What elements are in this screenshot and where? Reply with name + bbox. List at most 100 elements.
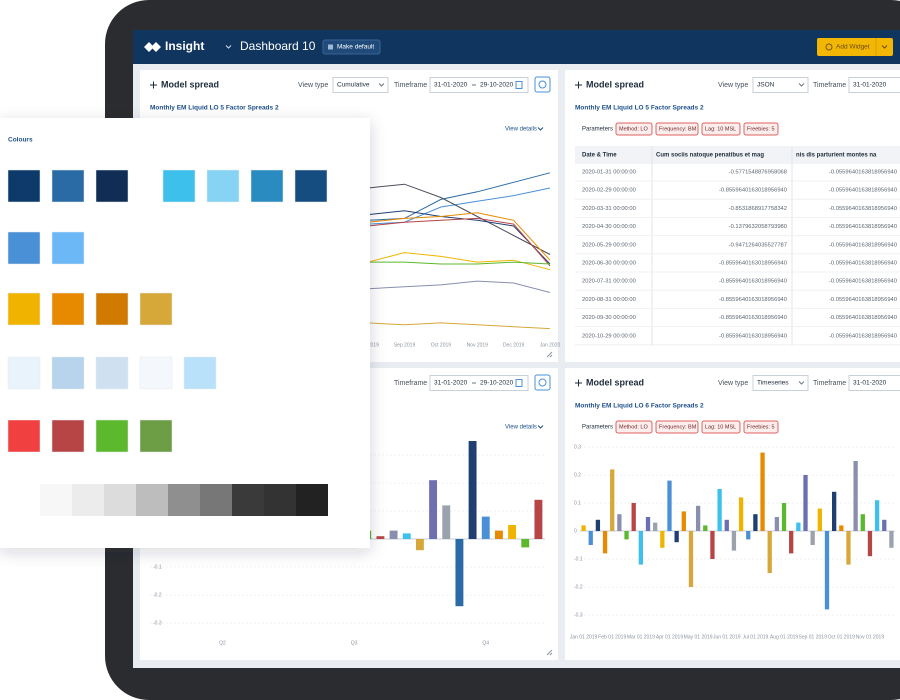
bar	[442, 505, 451, 539]
x-tick-label: Oct 2019	[431, 342, 452, 348]
parameter-chip-label: Frequency: BM	[659, 424, 697, 430]
x-tick-label: Q3	[351, 640, 358, 646]
view-details-link[interactable]: View details	[505, 425, 537, 431]
bar	[468, 441, 477, 539]
make-default-icon	[328, 44, 333, 50]
view-type-select[interactable]	[752, 375, 809, 391]
parameter-chip	[655, 420, 699, 434]
add-widget-label[interactable]: Add Widget	[836, 44, 870, 51]
make-default-label[interactable]: Make default	[337, 44, 374, 51]
widget-panel	[565, 70, 900, 362]
table-cell: 2020-03-31 00:00:00	[582, 206, 636, 212]
bar	[803, 475, 808, 531]
grey-swatch	[264, 484, 296, 516]
bar	[746, 531, 751, 540]
chevron-icon	[798, 83, 805, 87]
parameter-chip	[701, 420, 741, 434]
date-picker[interactable]	[848, 77, 900, 93]
table-cell: 2020-10-29 00:00:00	[582, 333, 636, 339]
parameter-chip-label: Lag: 10 MSL	[705, 424, 736, 430]
bar	[717, 489, 722, 531]
y-tick-label: -0.2	[153, 592, 162, 598]
panel-title: Model spread	[586, 79, 644, 89]
colour-swatch	[95, 169, 129, 203]
header-bar	[133, 30, 900, 64]
bar	[781, 503, 787, 531]
grey-swatch	[40, 484, 72, 516]
add-widget-button[interactable]	[817, 38, 893, 56]
grey-swatch	[72, 484, 104, 516]
bar	[494, 530, 503, 539]
colour-swatch	[183, 356, 217, 390]
table-cell: -0.0559640163818956940	[829, 333, 897, 339]
bar	[638, 531, 643, 565]
date-picker[interactable]	[429, 77, 529, 93]
table-cell: 2020-07-31 00:00:00	[582, 279, 636, 285]
table-cell: 2020-09-30 00:00:00	[582, 315, 636, 321]
y-tick-label: -0.3	[574, 612, 583, 618]
x-tick-label: Jan 01 2019	[570, 634, 598, 640]
date-to[interactable]: 29-10-2020	[480, 82, 514, 89]
parameter-chip-label: Lag: 10 MSL	[705, 126, 736, 132]
chevron-icon	[798, 381, 805, 385]
timeframe-label: Timeframe	[394, 380, 427, 387]
y-tick-label: -0.2	[574, 584, 583, 590]
date-from[interactable]: 31-01-2020	[853, 82, 887, 89]
dashboard-name[interactable]: Dashboard 10	[240, 39, 316, 53]
colour-swatch	[139, 292, 173, 326]
table-cell: -0.8559640163018956940	[719, 333, 787, 339]
table-cell: -0.0559640163818956940	[829, 188, 897, 194]
date-from[interactable]: 31-01-2020	[434, 380, 468, 387]
bar	[681, 511, 686, 531]
y-tick-label: -0.3	[153, 620, 162, 626]
bar	[753, 514, 758, 531]
view-details-link[interactable]: View details	[505, 127, 537, 133]
bar	[860, 514, 865, 531]
grey-swatch	[104, 484, 136, 516]
y-tick-label: 0.3	[574, 444, 581, 450]
chart-subtitle: Monthly EM Liquid LO 6 Factor Spreads 2	[575, 403, 704, 410]
date-picker[interactable]	[848, 375, 900, 391]
date-from[interactable]: 31-01-2020	[434, 82, 468, 89]
bar	[429, 480, 438, 539]
bar	[724, 519, 729, 531]
colour-swatch	[51, 169, 85, 203]
view-type-select[interactable]	[752, 77, 809, 93]
parameter-chip	[743, 122, 779, 136]
chevron-icon	[537, 425, 544, 429]
bar	[710, 531, 715, 559]
chevron-icon	[537, 127, 544, 131]
view-type-value[interactable]: Cumulative	[337, 82, 370, 89]
settings-button[interactable]	[534, 374, 551, 391]
view-type-label: View type	[298, 82, 328, 89]
table-cell: -0.0559640163818956940	[829, 297, 897, 303]
x-tick-label: Dec 2019	[503, 342, 525, 348]
timeframe-label: Timeframe	[813, 380, 846, 387]
colour-swatch	[51, 419, 85, 453]
table-cell: 2020-05-29 00:00:00	[582, 242, 636, 248]
settings-button[interactable]	[534, 76, 551, 93]
table-cell: -0.1379632058793980	[729, 224, 787, 230]
date-from[interactable]: 31-01-2020	[853, 380, 887, 387]
table-cell: -0.0559640163818956940	[829, 279, 897, 285]
colour-swatch	[7, 292, 41, 326]
bar	[674, 531, 679, 543]
parameter-chip	[615, 420, 653, 434]
y-tick-label: -0.1	[574, 556, 583, 562]
y-tick-label: 0	[574, 528, 577, 534]
view-type-value[interactable]: Timeseries	[757, 380, 789, 387]
date-to[interactable]: 29-10-2020	[480, 380, 514, 387]
add-widget-icon	[825, 43, 833, 51]
date-picker[interactable]	[429, 375, 529, 391]
make-default-button[interactable]	[322, 39, 381, 55]
bar	[688, 531, 694, 587]
calendar-icon	[515, 379, 523, 387]
add-icon	[150, 81, 157, 89]
bar	[624, 531, 629, 540]
add-icon	[575, 379, 582, 387]
x-tick-label: Nov 01 2019	[856, 634, 885, 640]
view-type-value[interactable]: JSON	[757, 82, 775, 89]
colour-swatch	[51, 356, 85, 390]
view-type-select[interactable]	[332, 77, 389, 93]
